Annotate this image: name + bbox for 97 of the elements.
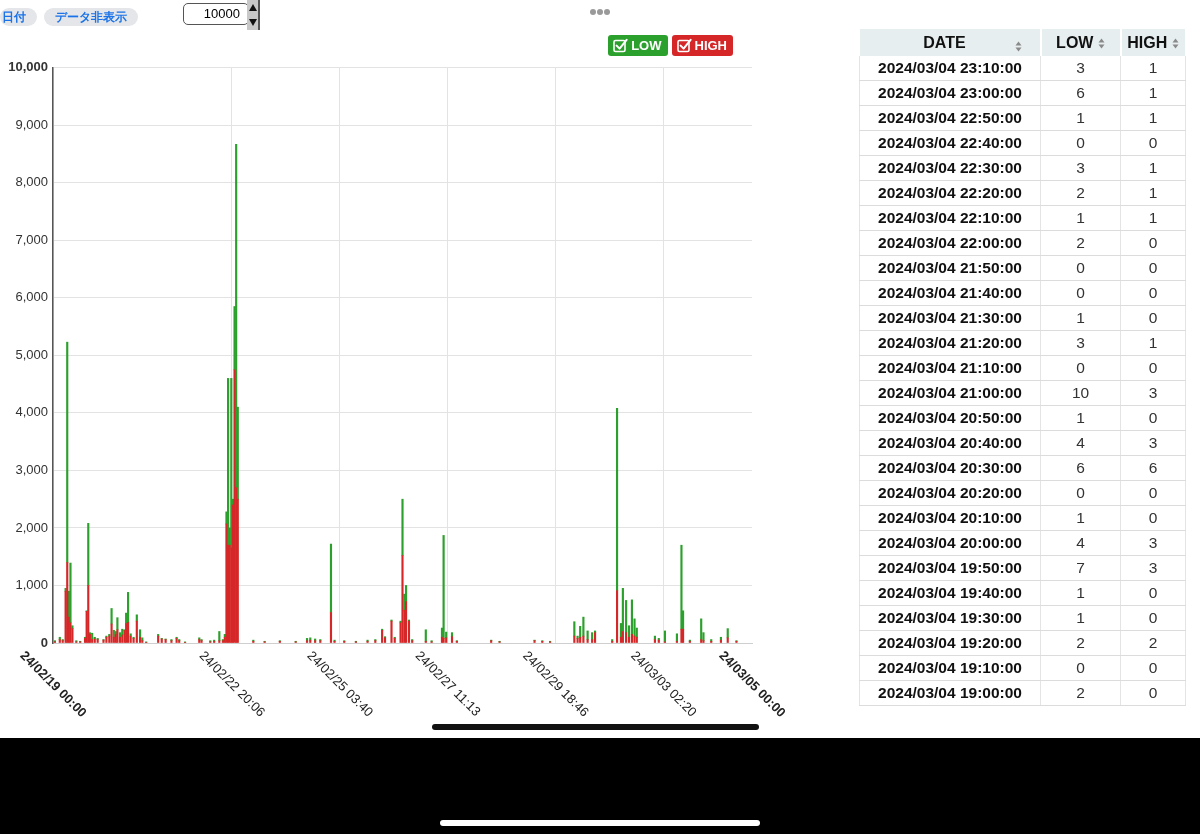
category-label: 2024/03/04 20:40:00 — [859, 430, 1041, 456]
y-tick-label: 1,000 — [15, 577, 48, 593]
y-tick-label: 8,000 — [15, 174, 48, 190]
data-label: 0 — [1040, 130, 1121, 156]
data-label: 0 — [1120, 680, 1186, 706]
data-label: 0 — [1120, 255, 1186, 281]
category-label: 2024/03/04 21:10:00 — [859, 355, 1041, 381]
category-label: 2024/03/04 20:10:00 — [859, 505, 1041, 531]
data-label: 4 — [1040, 430, 1121, 456]
data-label: 1 — [1040, 580, 1121, 606]
number-field: 10000 — [183, 3, 249, 25]
data-label: 0 — [1120, 580, 1186, 606]
data-label: 3 — [1040, 330, 1121, 356]
data-label: 0 — [1040, 280, 1121, 306]
data-label: 0 — [1040, 480, 1121, 506]
data-label: 1 — [1040, 505, 1121, 531]
category-label: 2024/03/04 22:40:00 — [859, 130, 1041, 156]
category-label: 2024/03/04 19:20:00 — [859, 630, 1041, 656]
category-label: 2024/03/04 22:20:00 — [859, 180, 1041, 206]
text: HIGH — [694, 38, 727, 53]
data-label: 1 — [1040, 305, 1121, 331]
data-label: 2 — [1040, 180, 1121, 206]
category-label: 2024/03/04 21:00:00 — [859, 380, 1041, 406]
data-label: 2 — [1040, 680, 1121, 706]
pill-button: データ非表示 — [44, 8, 138, 26]
data-label: 0 — [1120, 605, 1186, 631]
data-label: 3 — [1120, 430, 1186, 456]
data-label: 3 — [1120, 530, 1186, 556]
data-label: 0 — [1120, 130, 1186, 156]
data-label: 0 — [1040, 355, 1121, 381]
y-tick-label: 2,000 — [15, 519, 48, 535]
data-label: 1 — [1120, 105, 1186, 131]
pill-button: 日付 — [0, 8, 37, 26]
data-label: 7 — [1040, 555, 1121, 581]
y-tick-label: 4,000 — [15, 404, 48, 420]
category-label: 2024/03/04 21:40:00 — [859, 280, 1041, 306]
data-label: 3 — [1040, 56, 1121, 81]
category-label: 2024/03/04 19:10:00 — [859, 655, 1041, 681]
y-tick-label: 7,000 — [15, 231, 48, 247]
data-label: 3 — [1120, 555, 1186, 581]
legend-label: HIGH — [1127, 33, 1168, 51]
data-label: 2 — [1040, 630, 1121, 656]
data-label: 1 — [1040, 405, 1121, 431]
data-label: 1 — [1120, 155, 1186, 181]
data-label: 10 — [1040, 380, 1121, 406]
text: LOW — [631, 38, 662, 53]
data-label: 0 — [1120, 305, 1186, 331]
data-label: 1 — [1040, 105, 1121, 131]
legend-label: LOW — [1056, 33, 1094, 51]
category-label: 2024/03/04 22:00:00 — [859, 230, 1041, 256]
data-label: 0 — [1120, 480, 1186, 506]
category-label: 2024/03/04 19:50:00 — [859, 555, 1041, 581]
data-label: 0 — [1120, 280, 1186, 306]
category-label: 2024/03/04 21:50:00 — [859, 255, 1041, 281]
data-label: 1 — [1040, 205, 1121, 231]
data-label: 3 — [1120, 380, 1186, 406]
y-tick-label: 3,000 — [15, 462, 48, 478]
category-label: 2024/03/04 20:30:00 — [859, 455, 1041, 481]
category-label: 2024/03/04 22:30:00 — [859, 155, 1041, 181]
category-label: 2024/03/04 22:10:00 — [859, 205, 1041, 231]
data-label: 6 — [1120, 455, 1186, 481]
category-label: 2024/03/04 19:40:00 — [859, 580, 1041, 606]
data-label: 1 — [1120, 205, 1186, 231]
data-label: 4 — [1040, 530, 1121, 556]
y-tick-label: 5,000 — [15, 346, 48, 362]
data-label: 0 — [1120, 230, 1186, 256]
category-label: 2024/03/04 21:30:00 — [859, 305, 1041, 331]
y-tick-label: 0 — [40, 634, 48, 650]
y-tick-label: 6,000 — [15, 289, 48, 305]
data-label: 0 — [1120, 355, 1186, 381]
data-label: 0 — [1040, 255, 1121, 281]
category-label: 2024/03/04 22:50:00 — [859, 105, 1041, 131]
data-label: 6 — [1040, 455, 1121, 481]
data-label: 6 — [1040, 80, 1121, 106]
category-label: 2024/03/04 21:20:00 — [859, 330, 1041, 356]
data-label: 2 — [1040, 230, 1121, 256]
data-label: 1 — [1120, 330, 1186, 356]
data-label: 0 — [1040, 655, 1121, 681]
data-label: 1 — [1120, 180, 1186, 206]
category-label: 2024/03/04 20:20:00 — [859, 480, 1041, 506]
y-tick-label: 10,000 — [8, 59, 48, 75]
data-label: 2 — [1120, 630, 1186, 656]
data-label: 1 — [1120, 56, 1186, 81]
category-label: 2024/03/04 19:00:00 — [859, 680, 1041, 706]
data-label: 0 — [1120, 405, 1186, 431]
category-label: 2024/03/04 23:00:00 — [859, 80, 1041, 106]
text: DATE — [923, 33, 966, 51]
data-label: 1 — [1120, 80, 1186, 106]
y-tick-label: 9,000 — [15, 116, 48, 132]
data-label: 3 — [1040, 155, 1121, 181]
category-label: 2024/03/04 23:10:00 — [859, 56, 1041, 81]
category-label: 2024/03/04 20:50:00 — [859, 405, 1041, 431]
data-label: 1 — [1040, 605, 1121, 631]
category-label: 2024/03/04 20:00:00 — [859, 530, 1041, 556]
data-label: 0 — [1120, 655, 1186, 681]
category-label: 2024/03/04 19:30:00 — [859, 605, 1041, 631]
data-label: 0 — [1120, 505, 1186, 531]
